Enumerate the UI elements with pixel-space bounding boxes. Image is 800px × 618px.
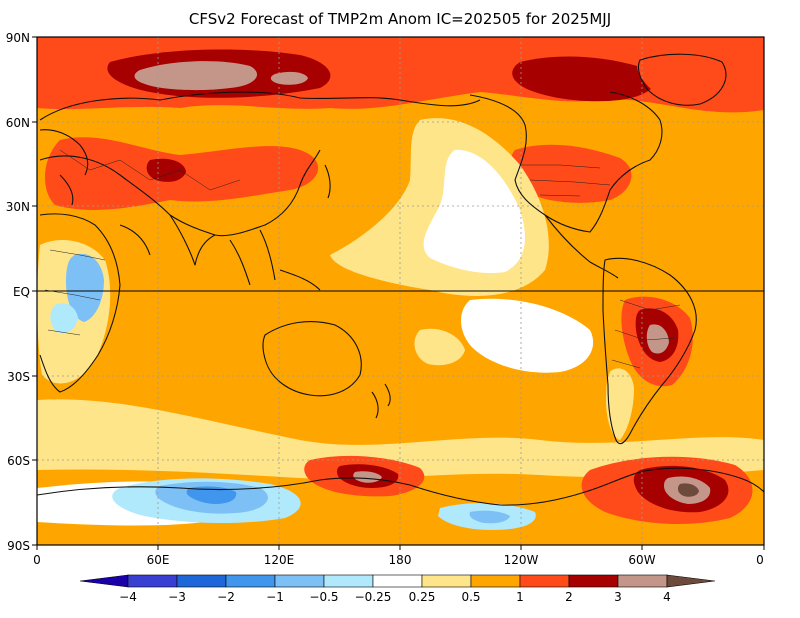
lon-axis <box>36 545 765 550</box>
north-america-warm <box>509 144 632 203</box>
colorbar-label: 4 <box>663 590 671 604</box>
lat-tick-label: 30N <box>6 200 30 214</box>
lon-tick-label: 60W <box>628 553 655 567</box>
coast-central-america <box>544 214 619 279</box>
lon-tick-label: 120E <box>264 553 295 567</box>
coastlines <box>37 53 764 506</box>
coast-se-asia <box>229 229 321 291</box>
siberia-extreme-warm-2 <box>270 71 308 85</box>
south-pacific-neutral <box>461 298 594 373</box>
colorbar-swatch <box>323 574 374 588</box>
colorbar-swatch <box>176 574 227 588</box>
lat-tick-label: 90N <box>6 31 30 45</box>
colorbar-label: −0.5 <box>309 590 338 604</box>
colorbar-label: 2 <box>565 590 573 604</box>
colorbar-swatch <box>274 574 325 588</box>
lon-tick-label: 0 <box>33 553 41 567</box>
coast-south-america <box>602 257 697 445</box>
coast-arabia-india <box>119 214 216 266</box>
colorbar-swatch <box>519 574 570 588</box>
south-america-neutral <box>606 368 634 440</box>
colorbar-swatch <box>568 574 619 588</box>
pacific-neutral-core <box>423 149 525 274</box>
lat-tick-label: EQ <box>13 285 30 299</box>
political-borders <box>44 149 681 369</box>
colorbar-label: −4 <box>119 590 137 604</box>
antarctic-extreme-core <box>677 483 699 497</box>
chart-title: CFSv2 Forecast of TMP2m Anom IC=202505 f… <box>189 10 611 28</box>
colorbar-swatch <box>79 574 129 588</box>
colorbar-swatch <box>470 574 521 588</box>
greenland-warm <box>637 55 723 103</box>
africa-cool <box>66 253 104 322</box>
colorbar-swatch <box>421 574 472 588</box>
colorbar-swatch <box>666 574 716 588</box>
coast-new-zealand <box>371 383 391 419</box>
coast-japan <box>324 164 331 199</box>
colorbar-label: 1 <box>516 590 524 604</box>
lat-tick-label: 30S <box>7 370 30 384</box>
southern-ocean-neutral <box>37 399 764 479</box>
lat-tick-label: 60N <box>6 116 30 130</box>
hudson-strong-warm <box>512 56 656 102</box>
antarctic-extreme-central <box>353 471 382 483</box>
siberia-extreme-warm <box>134 61 258 91</box>
map-panel <box>37 37 764 545</box>
colorbar-label: 0.25 <box>409 590 436 604</box>
coast-antarctica <box>37 467 764 506</box>
lat-tick-label: 60S <box>7 454 30 468</box>
central-asia-strong <box>146 158 186 182</box>
colorbar-label: −3 <box>168 590 186 604</box>
colorbar-label: 0.5 <box>461 590 480 604</box>
colorbar-label: 3 <box>614 590 622 604</box>
lat-tick-labels: 90N 60N 30N EQ 30S 60S 90S <box>6 31 30 553</box>
africa-cool-2 <box>50 303 78 334</box>
coast-europe <box>39 129 89 206</box>
lat-axis <box>32 36 37 546</box>
antarctic-colder-main <box>186 486 237 504</box>
colorbar-swatch <box>617 574 668 588</box>
lon-tick-label: 60E <box>147 553 170 567</box>
antarctic-cool-ross-2 <box>469 510 510 524</box>
coast-africa <box>39 213 121 393</box>
coast-australia <box>262 321 362 397</box>
lat-tick-label: 90S <box>7 539 30 553</box>
colorbar-swatch <box>127 574 178 588</box>
colorbar-label: −0.25 <box>355 590 392 604</box>
coast-greenland <box>637 53 727 106</box>
colorbar: −4 −3 −2 −1 −0.5 −0.25 0.25 0.5 1 2 3 4 <box>79 574 716 604</box>
colorbar-swatch <box>225 574 276 588</box>
colorbar-label: −1 <box>266 590 284 604</box>
colorbar-label: −2 <box>217 590 235 604</box>
lon-tick-label: 120W <box>504 553 539 567</box>
lon-tick-label: 180 <box>389 553 412 567</box>
south-pacific-neutral-2 <box>414 328 465 366</box>
coast-north-america <box>469 91 663 233</box>
gridlines <box>37 37 764 545</box>
lon-tick-labels: 0 60E 120E 180 120W 60W 0 <box>33 553 764 567</box>
colorbar-swatch <box>372 574 423 588</box>
lon-tick-label: 0 <box>756 553 764 567</box>
coast-eurasia <box>39 91 481 237</box>
